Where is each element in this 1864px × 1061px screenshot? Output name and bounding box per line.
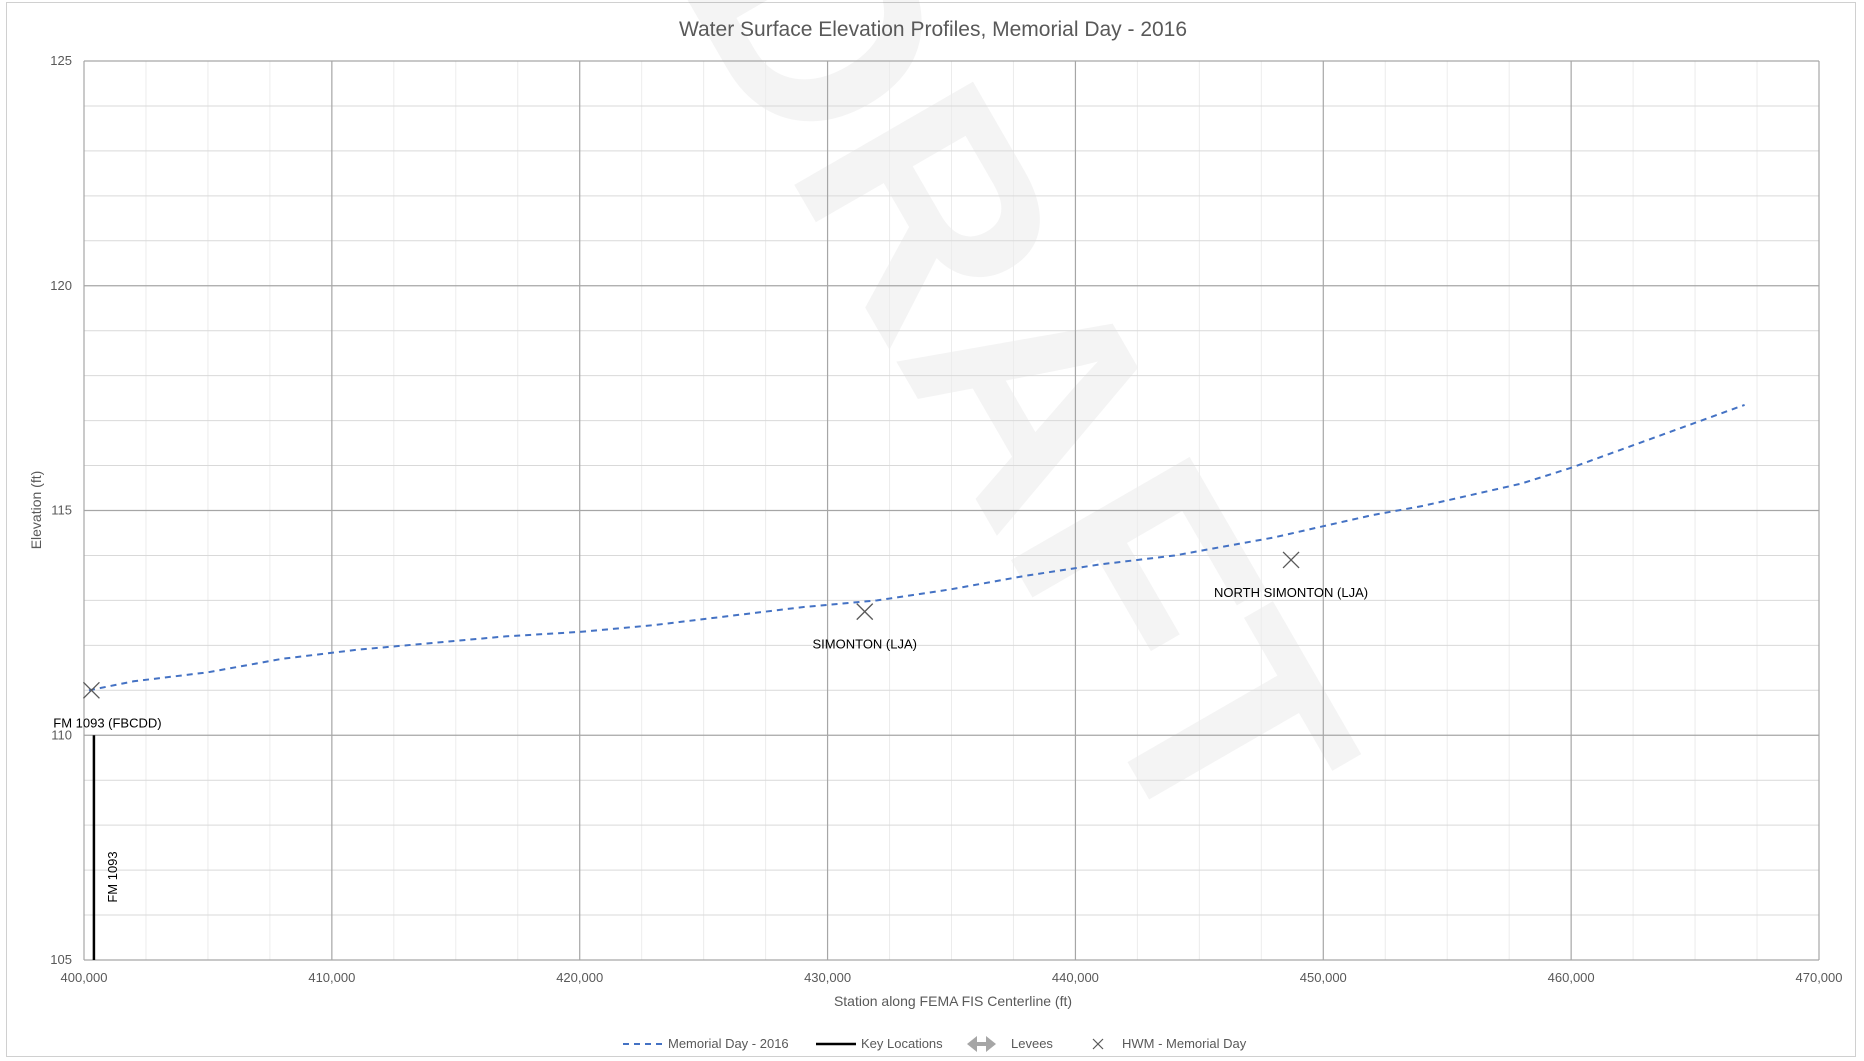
hwm-marker [1282,551,1300,569]
hwm-marker-stroke [82,681,100,699]
hwm-label: SIMONTON (LJA) [813,637,918,652]
y-tick-label: 110 [51,727,72,742]
hwm-label: NORTH SIMONTON (LJA) [1214,585,1368,600]
x-axis-title: Station along FEMA FIS Centerline (ft) [834,993,1072,1009]
y-tick-label: 120 [50,278,72,293]
legend: Memorial Day - 2016 Key Locations Levees… [623,1036,1247,1052]
hwm-label: FM 1093 (FBCDD) [53,715,161,730]
legend-swatch-hwm [1092,1038,1104,1050]
data-layer: FM 1093 FM 1093 (FBCDD) SIMONTON (LJA) NORT… [53,403,1745,960]
legend-label-memorial-day: Memorial Day - 2016 [668,1036,789,1051]
legend-label-hwm: HWM - Memorial Day [1122,1036,1247,1051]
hwm-marker [856,603,874,621]
legend-swatch-levees [967,1036,996,1052]
grid-layer [83,60,1820,961]
y-axis-title: Elevation (ft) [28,471,44,550]
y-tick-label: 125 [50,53,72,68]
key-location-label: FM 1093 [105,851,120,902]
chart-frame [6,2,1856,1057]
x-tick-label: 420,000 [556,970,603,985]
watermark-layer: DRAFT [620,0,1419,892]
axis-layer: 400,000 410,000 420,000 430,000 440,000 450,0… [50,53,1842,985]
x-tick-label: 470,000 [1796,970,1843,985]
x-tick-label: 450,000 [1300,970,1347,985]
y-tick-label: 105 [50,952,72,967]
hwm-marker-stroke [1282,551,1300,569]
draft-watermark: DRAFT [620,0,1419,892]
hwm-marker-stroke [856,603,874,621]
hwm-marker [82,681,100,699]
x-tick-label: 400,000 [61,970,108,985]
x-tick-label: 440,000 [1052,970,1099,985]
series-line-memorial-day [88,403,1745,692]
x-tick-label: 430,000 [804,970,851,985]
y-tick-label: 115 [51,503,72,518]
x-tick-label: 460,000 [1548,970,1595,985]
x-tick-label: 410,000 [308,970,355,985]
legend-label-key-locations: Key Locations [861,1036,943,1051]
legend-label-levees: Levees [1011,1036,1053,1051]
chart-title: Water Surface Elevation Profiles, Memori… [679,18,1187,41]
